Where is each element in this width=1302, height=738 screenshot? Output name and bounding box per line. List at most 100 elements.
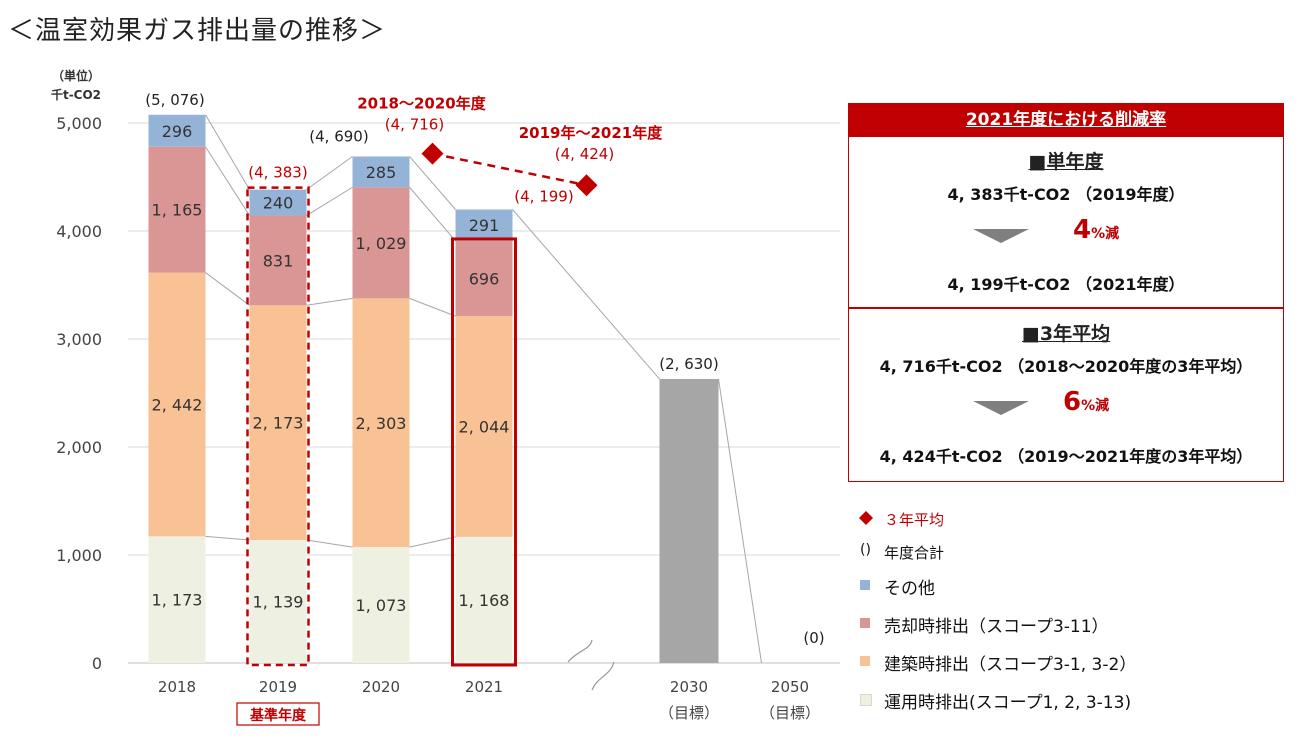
legend-swatch bbox=[860, 656, 870, 666]
bar-segment bbox=[249, 305, 307, 540]
x-tick-label: 2030 bbox=[670, 678, 708, 696]
axis-break-mark bbox=[591, 661, 615, 691]
y-tick-label: 5,000 bbox=[56, 114, 102, 133]
segment-label: 2, 442 bbox=[152, 395, 203, 414]
total-label: (4, 199) bbox=[514, 188, 573, 206]
legend-label: 運用時排出(スコープ1, 2, 3-13) bbox=[884, 693, 1132, 713]
x-tick-sublabel: （目標） bbox=[760, 704, 820, 722]
bar-segment bbox=[249, 189, 307, 216]
segment-label: 1, 168 bbox=[459, 591, 510, 610]
bar-segment bbox=[249, 539, 307, 663]
segment-label: 2, 044 bbox=[459, 417, 510, 436]
bar-segment bbox=[455, 240, 513, 317]
bar-segment bbox=[249, 215, 307, 306]
single-year-base: 4, 383千t-CO2 （2019年度） bbox=[947, 185, 1185, 204]
chart-title: ＜温室効果ガス排出量の推移＞ bbox=[8, 16, 387, 46]
segment-label: 1, 165 bbox=[152, 201, 203, 220]
segment-label: 240 bbox=[263, 194, 294, 213]
average-label: (4, 424) bbox=[555, 145, 614, 163]
current-year-box bbox=[451, 237, 517, 667]
total-label: (4, 383) bbox=[248, 164, 307, 182]
y-unit-label: （単位） bbox=[52, 68, 100, 83]
average-trend-line bbox=[432, 152, 587, 187]
legend-label: 建築時排出（スコープ3-1, 3-2） bbox=[884, 655, 1137, 675]
panel-header-text: 2021年度における削減率 bbox=[965, 110, 1167, 130]
bar-segment bbox=[352, 156, 410, 188]
three-year-rate: 6%減 bbox=[1063, 387, 1109, 417]
connector-line bbox=[306, 186, 353, 216]
single-year-heading: ■単年度 bbox=[1028, 151, 1104, 173]
connector-line bbox=[409, 297, 456, 317]
connector-line bbox=[205, 272, 250, 306]
down-arrow-icon bbox=[973, 401, 1029, 415]
segment-label: 285 bbox=[366, 163, 397, 182]
bar-segment bbox=[455, 209, 513, 241]
three-year-rate-value: 6 bbox=[1063, 387, 1082, 417]
base-year-label: 基準年度 bbox=[250, 707, 307, 724]
connector-line bbox=[306, 156, 353, 191]
segment-label: 831 bbox=[263, 251, 294, 270]
average-label: (4, 716) bbox=[385, 116, 444, 134]
y-tick-label: 0 bbox=[92, 654, 102, 673]
y-unit: 千t-CO2 bbox=[51, 87, 101, 102]
legend-swatch bbox=[860, 618, 870, 628]
connector-line bbox=[205, 535, 250, 541]
connector-line bbox=[409, 156, 456, 210]
connector-line bbox=[718, 378, 762, 664]
segment-label: 296 bbox=[162, 122, 193, 141]
x-tick-label: 2018 bbox=[158, 678, 196, 696]
single-year-current: 4, 199千t-CO2 （2021年度） bbox=[947, 275, 1185, 294]
x-tick-label: 2020 bbox=[362, 678, 400, 696]
connector-line bbox=[409, 536, 456, 548]
single-year-box: ■単年度 4, 383千t-CO2 （2019年度） 4%減 4, 199千t-… bbox=[848, 137, 1284, 308]
total-label: (0) bbox=[803, 629, 824, 647]
bar-segment bbox=[352, 547, 410, 663]
total-label: (2, 630) bbox=[659, 355, 718, 373]
bar-segment bbox=[148, 272, 206, 537]
segment-label: 1, 173 bbox=[152, 591, 203, 610]
three-year-rate-unit: %減 bbox=[1081, 398, 1110, 414]
segment-label: 1, 139 bbox=[253, 592, 304, 611]
bar-segment bbox=[352, 187, 410, 299]
segment-label: 2, 173 bbox=[253, 414, 304, 433]
three-year-heading: ■3年平均 bbox=[1021, 323, 1111, 345]
bar-segment bbox=[352, 298, 410, 548]
connector-line bbox=[306, 297, 353, 306]
three-year-box: ■3年平均 4, 716千t-CO2 （2018～2020年度の3年平均） 6%… bbox=[848, 308, 1284, 482]
base-year-badge bbox=[236, 702, 320, 726]
connector-line bbox=[205, 114, 250, 190]
single-year-rate: 4%減 bbox=[1073, 215, 1119, 245]
segment-label: 696 bbox=[469, 270, 500, 289]
legend-total-mark: () bbox=[860, 542, 871, 558]
bar-segment bbox=[455, 316, 513, 537]
connector-line bbox=[306, 539, 353, 548]
average-title: 2019年～2021年度 bbox=[519, 124, 663, 142]
three-year-base: 4, 716千t-CO2 （2018～2020年度の3年平均） bbox=[879, 357, 1253, 376]
base-year-box bbox=[246, 186, 310, 667]
x-tick-sublabel: （目標） bbox=[659, 704, 719, 722]
bar-segment bbox=[148, 146, 206, 273]
bar-segment bbox=[148, 114, 206, 147]
total-label: (5, 076) bbox=[145, 91, 204, 109]
single-year-rate-value: 4 bbox=[1073, 215, 1092, 245]
legend-swatch bbox=[860, 694, 872, 706]
single-year-rate-unit: %減 bbox=[1091, 226, 1120, 242]
legend-average-label: ３年平均 bbox=[884, 511, 945, 529]
connector-line bbox=[205, 146, 250, 216]
legend-label: 売却時排出（スコープ3-11） bbox=[884, 617, 1109, 637]
y-tick-label: 4,000 bbox=[56, 222, 102, 241]
y-tick-label: 3,000 bbox=[56, 330, 102, 349]
connector-line bbox=[512, 209, 660, 380]
segment-label: 291 bbox=[469, 216, 500, 235]
segment-label: 1, 029 bbox=[356, 234, 407, 253]
legend-total-label: 年度合計 bbox=[884, 544, 945, 562]
x-tick-label: 2050 bbox=[771, 678, 809, 696]
three-year-current: 4, 424千t-CO2 （2019～2021年度の3年平均） bbox=[879, 447, 1253, 466]
down-arrow-icon bbox=[973, 229, 1029, 243]
average-diamond bbox=[575, 174, 598, 197]
segment-label: 1, 073 bbox=[356, 596, 407, 615]
panel-header: 2021年度における削減率 bbox=[848, 103, 1284, 137]
y-tick-label: 2,000 bbox=[56, 438, 102, 457]
diamond-icon bbox=[859, 511, 873, 525]
